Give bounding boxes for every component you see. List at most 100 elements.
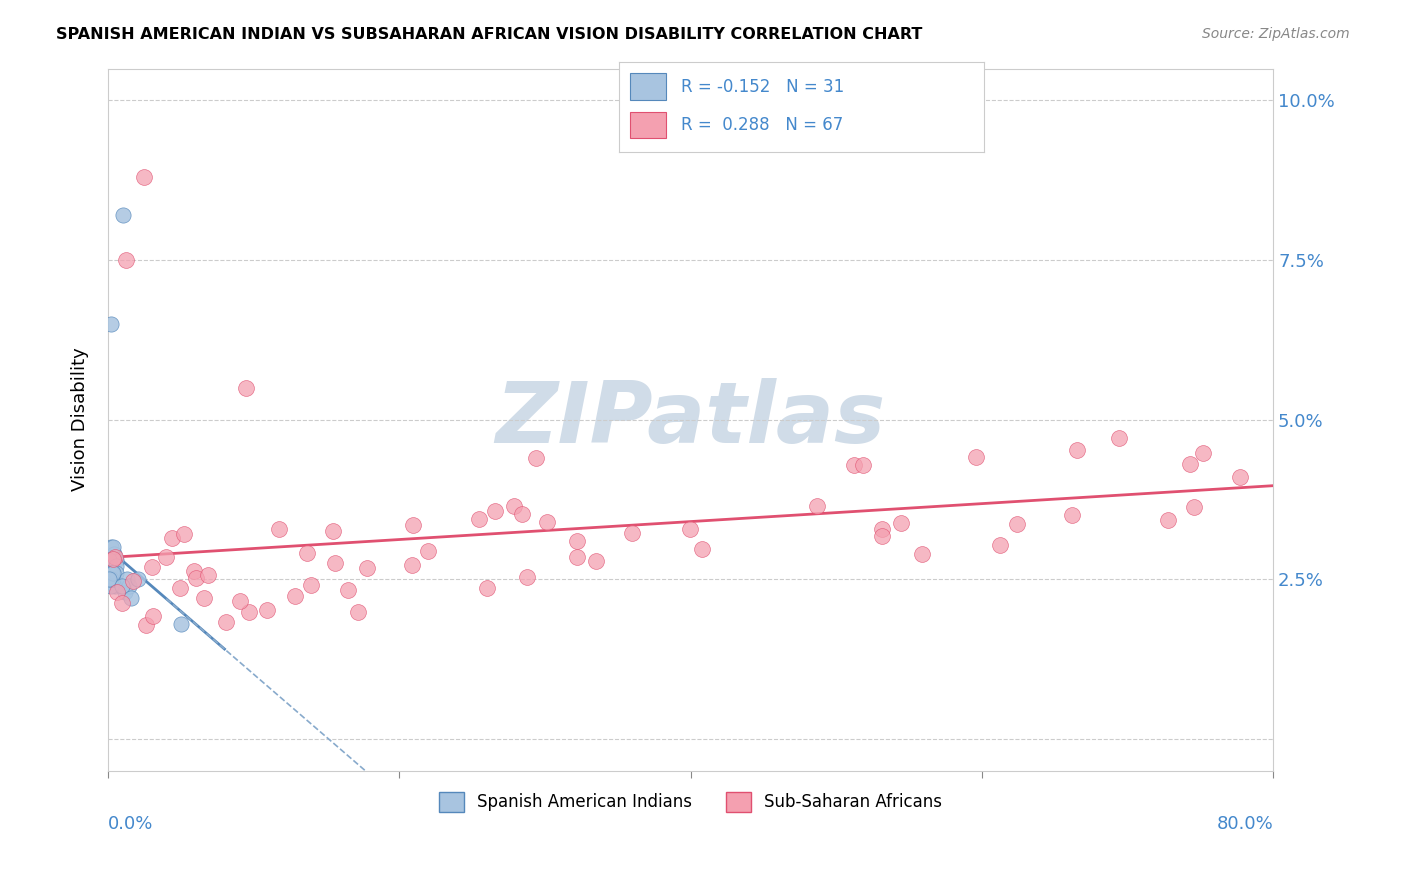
Point	[169, 581, 191, 595]
Point	[872, 522, 894, 536]
Point	[104, 578, 127, 592]
Point	[1005, 517, 1028, 532]
Point	[842, 458, 865, 473]
Point	[98, 572, 121, 586]
Point	[1192, 446, 1215, 460]
Point	[97, 572, 120, 586]
Text: R = -0.152   N = 31: R = -0.152 N = 31	[681, 78, 844, 95]
Point	[401, 558, 423, 572]
Point	[325, 556, 347, 570]
Legend: Spanish American Indians, Sub-Saharan Africans: Spanish American Indians, Sub-Saharan Af…	[433, 785, 949, 819]
Point	[104, 559, 127, 574]
Point	[127, 572, 149, 586]
Text: Source: ZipAtlas.com: Source: ZipAtlas.com	[1202, 27, 1350, 41]
Point	[477, 581, 499, 595]
Point	[111, 596, 134, 610]
Point	[98, 572, 121, 586]
Point	[585, 553, 607, 567]
Point	[911, 548, 934, 562]
Point	[114, 253, 136, 268]
Point	[101, 572, 124, 586]
Point	[155, 549, 177, 564]
Point	[100, 566, 122, 580]
Point	[100, 317, 122, 331]
Point	[101, 552, 124, 566]
Point	[103, 547, 125, 561]
Point	[536, 516, 558, 530]
Point	[524, 450, 547, 465]
Text: 80.0%: 80.0%	[1216, 815, 1274, 833]
Point	[111, 208, 134, 222]
Point	[567, 533, 589, 548]
Text: R =  0.288   N = 67: R = 0.288 N = 67	[681, 116, 844, 134]
Point	[100, 541, 122, 555]
Point	[107, 585, 129, 599]
Point	[229, 593, 252, 607]
Point	[1108, 432, 1130, 446]
Point	[806, 499, 828, 513]
Point	[870, 529, 893, 543]
Point	[114, 585, 136, 599]
Point	[215, 615, 238, 629]
Point	[141, 560, 163, 574]
Bar	[630, 112, 666, 138]
Point	[1182, 500, 1205, 515]
Point	[1062, 508, 1084, 523]
Point	[111, 578, 134, 592]
Point	[678, 522, 700, 536]
Point	[134, 169, 156, 184]
Point	[356, 561, 378, 575]
Point	[235, 381, 257, 395]
Point	[98, 566, 121, 580]
Point	[516, 570, 538, 584]
Point	[468, 512, 491, 526]
Point	[135, 618, 157, 632]
Point	[100, 572, 122, 586]
Point	[990, 538, 1012, 552]
Point	[115, 572, 138, 586]
Point	[98, 566, 121, 580]
Y-axis label: Vision Disability: Vision Disability	[72, 348, 89, 491]
Point	[105, 553, 128, 567]
Point	[322, 524, 344, 539]
Point	[103, 566, 125, 580]
Point	[299, 577, 322, 591]
Point	[104, 550, 127, 565]
Text: 0.0%: 0.0%	[108, 815, 153, 833]
Point	[402, 517, 425, 532]
Point	[1229, 470, 1251, 484]
Point	[1066, 443, 1088, 458]
Point	[238, 605, 260, 619]
Point	[620, 526, 643, 541]
Point	[120, 591, 142, 606]
Point	[503, 500, 526, 514]
Text: SPANISH AMERICAN INDIAN VS SUBSAHARAN AFRICAN VISION DISABILITY CORRELATION CHAR: SPANISH AMERICAN INDIAN VS SUBSAHARAN AF…	[56, 27, 922, 42]
Point	[269, 522, 291, 536]
Point	[484, 504, 506, 518]
Point	[1178, 457, 1201, 471]
Point	[965, 450, 987, 464]
Point	[690, 541, 713, 556]
Point	[103, 541, 125, 555]
Point	[337, 583, 360, 598]
Point	[346, 605, 368, 619]
Point	[510, 507, 533, 521]
Point	[103, 566, 125, 580]
Text: ZIPatlas: ZIPatlas	[495, 378, 886, 461]
Point	[142, 608, 165, 623]
Point	[193, 591, 215, 605]
Point	[170, 616, 193, 631]
Bar	[630, 73, 666, 100]
Point	[97, 572, 120, 586]
Point	[160, 531, 183, 545]
Point	[105, 566, 128, 580]
Point	[256, 603, 278, 617]
Point	[297, 546, 319, 560]
Point	[100, 578, 122, 592]
Point	[173, 527, 195, 541]
Point	[567, 549, 589, 564]
Point	[284, 589, 307, 603]
Point	[118, 578, 141, 592]
Point	[852, 458, 875, 473]
Point	[416, 543, 439, 558]
